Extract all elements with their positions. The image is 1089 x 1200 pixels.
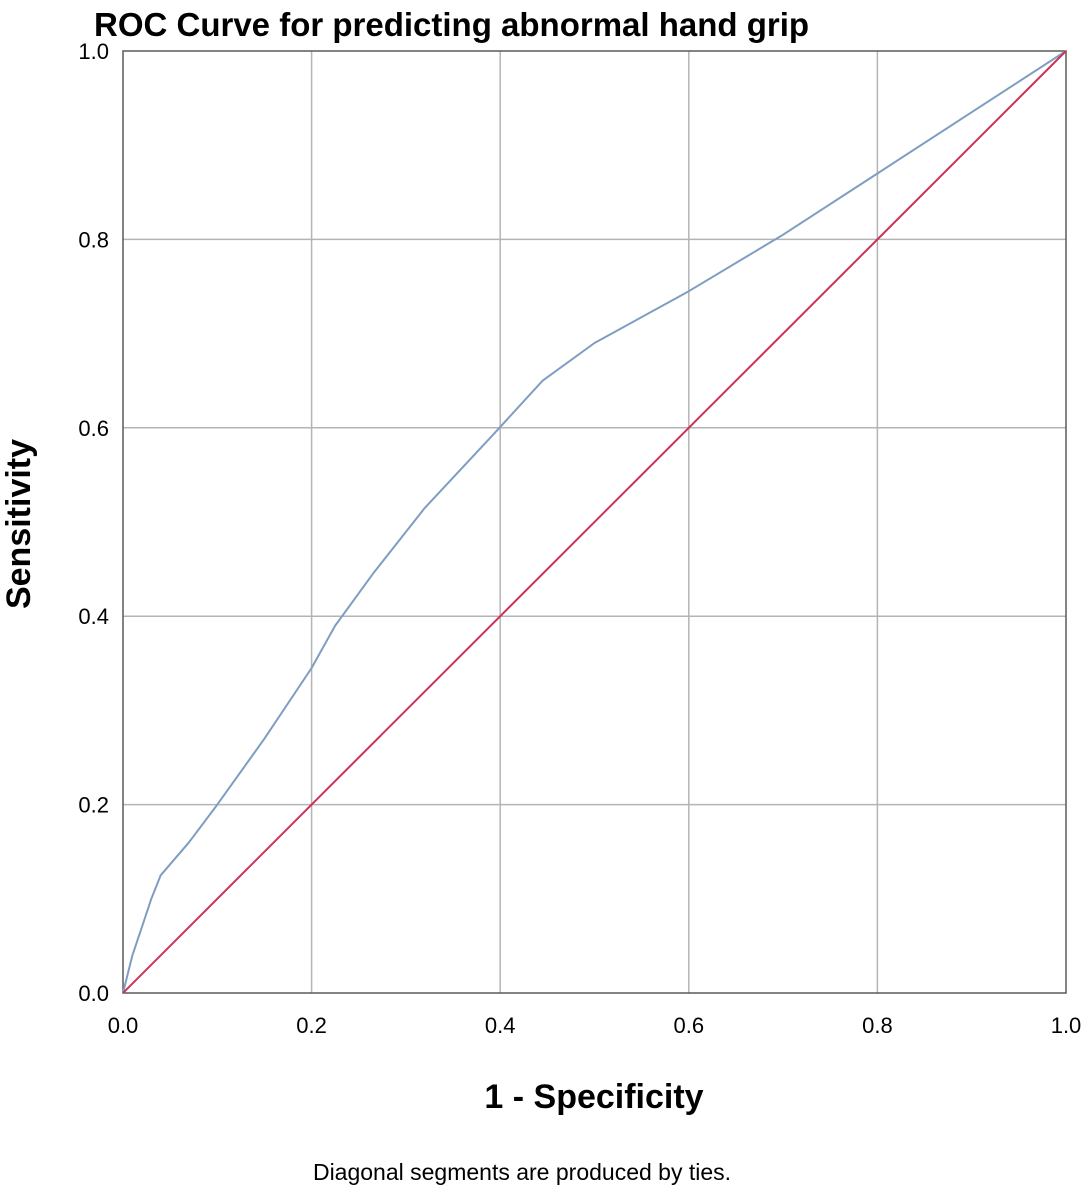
y-tick-label: 0.2 <box>78 793 109 818</box>
y-axis-label: Sensitivity <box>0 439 38 609</box>
y-tick-label: 0.8 <box>78 227 109 252</box>
y-tick-label: 0.6 <box>78 416 109 441</box>
x-tick-label: 0.6 <box>674 1013 705 1038</box>
y-tick-label: 0.0 <box>78 981 109 1006</box>
x-tick-label: 0.8 <box>862 1013 893 1038</box>
x-tick-label: 1.0 <box>1051 1013 1082 1038</box>
x-tick-label: 0.2 <box>296 1013 327 1038</box>
y-tick-labels: 0.0 0.2 0.4 0.6 0.8 1.0 <box>78 39 109 1006</box>
grid <box>123 51 1066 993</box>
footnote: Diagonal segments are produced by ties. <box>313 1159 731 1185</box>
y-tick-label: 1.0 <box>78 39 109 64</box>
series-layer <box>122 50 1067 994</box>
x-tick-labels: 0.0 0.2 0.4 0.6 0.8 1.0 <box>108 1013 1082 1038</box>
y-tick-label: 0.4 <box>78 604 109 629</box>
roc-curve-line <box>122 50 1067 994</box>
plot-frame <box>122 50 1067 994</box>
reference-diagonal-line <box>122 50 1067 994</box>
x-axis-label: 1 - Specificity <box>484 1078 703 1116</box>
x-tick-label: 0.0 <box>108 1013 139 1038</box>
chart-title: ROC Curve for predicting abnormal hand g… <box>94 6 809 43</box>
x-tick-label: 0.4 <box>485 1013 516 1038</box>
